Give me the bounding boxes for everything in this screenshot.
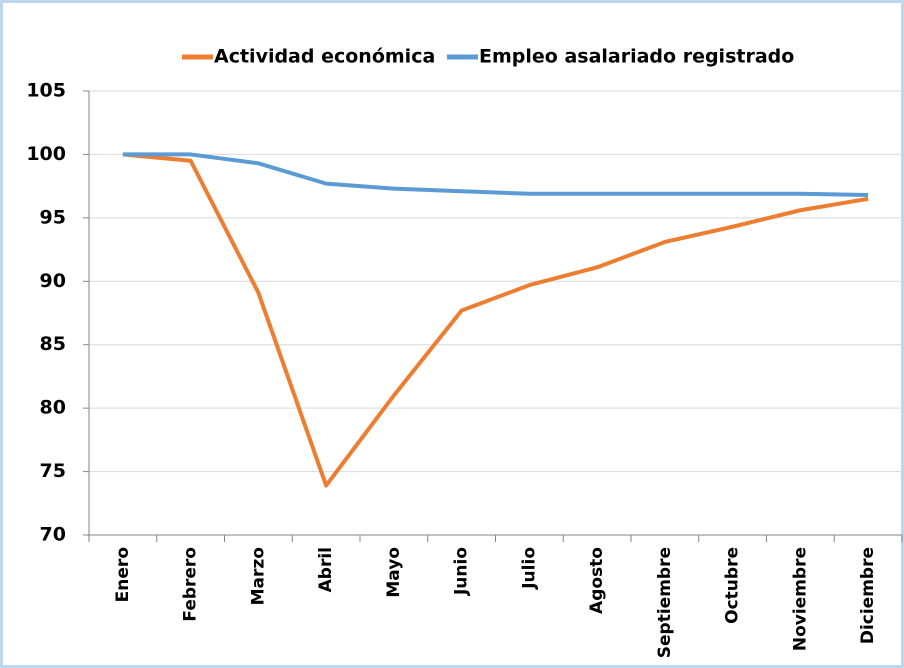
x-tick-label: Abril xyxy=(316,547,336,592)
x-tick-label: Marzo xyxy=(248,547,268,605)
x-tick-label: Diciembre xyxy=(858,547,878,644)
y-tick-label: 80 xyxy=(40,397,66,419)
y-tick-label: 95 xyxy=(40,206,66,228)
data-line xyxy=(122,152,869,488)
x-tick-label: Agosto xyxy=(587,547,607,614)
x-tick-label: Febrero xyxy=(181,547,201,622)
y-tick-label: 70 xyxy=(40,524,66,546)
x-tick-label: Junio xyxy=(452,547,472,596)
x-tick-label: Mayo xyxy=(384,547,404,598)
y-tick-label: 75 xyxy=(40,460,66,482)
y-tick-label: 105 xyxy=(26,80,66,102)
x-tick-label: Enero xyxy=(113,547,133,602)
legend-label: Empleo asalariado registrado xyxy=(479,46,794,68)
y-tick-label: 85 xyxy=(40,333,66,355)
legend-label: Actividad económica xyxy=(214,46,435,68)
data-line xyxy=(122,152,869,198)
y-tick-label: 90 xyxy=(40,270,66,292)
x-tick-label: Julio xyxy=(519,547,539,590)
x-tick-label: Noviembre xyxy=(790,547,810,651)
x-tick-label: Octubre xyxy=(723,547,743,624)
y-tick-label: 100 xyxy=(26,143,66,165)
x-tick-label: Septiembre xyxy=(655,547,675,658)
